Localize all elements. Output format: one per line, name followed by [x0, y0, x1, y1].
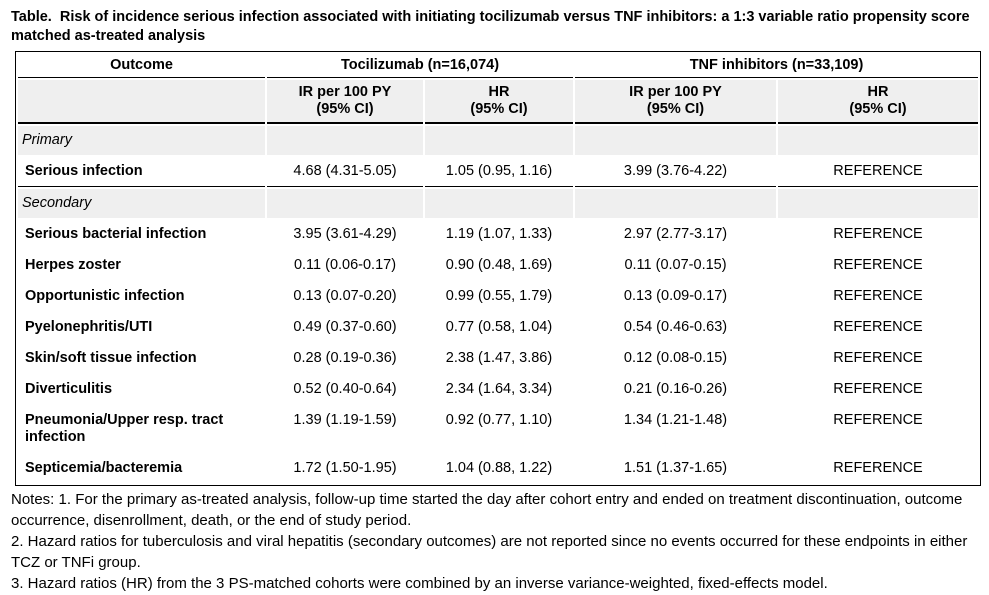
tnf-hr-value: REFERENCE — [833, 226, 923, 242]
tcz-ir-value: 3.95 (3.61-4.29) — [293, 226, 397, 242]
sub-header-empty — [18, 80, 265, 124]
section-row-primary: Primary — [18, 126, 979, 155]
column-header-outcome: Outcome — [18, 54, 265, 78]
tnf-ir-value: 2.97 (2.77-3.17) — [623, 226, 728, 242]
table-row-herpes-zoster: Herpes zoster 0.11 (0.06-0.17) 0.90 (0.4… — [18, 251, 978, 280]
tnf-ir-value: 3.99 (3.76-4.22) — [575, 157, 777, 187]
table-row-pneumonia-upper-resp-tract-infection: Pneumonia/Upper resp. tract infection 1.… — [18, 406, 978, 452]
outcome-label: Serious bacterial infection — [25, 226, 207, 242]
section-label: Secondary — [18, 189, 265, 218]
tnf-ir-value: 0.11 (0.07-0.15) — [624, 257, 727, 273]
section-filler — [778, 189, 979, 218]
outcome-label: Serious infection — [18, 157, 265, 187]
note-2: 2. Hazard ratios for tuberculosis and vi… — [11, 533, 968, 571]
outcome-label: Opportunistic infection — [25, 288, 185, 304]
outcome-label: Pyelonephritis/UTI — [25, 319, 153, 335]
tcz-ir-value: 0.13 (0.07-0.20) — [293, 288, 397, 304]
section-filler — [267, 189, 423, 218]
tnf-ir-value: 0.12 (0.08-0.15) — [623, 350, 728, 366]
note-3: 3. Hazard ratios (HR) from the 3 PS-matc… — [11, 575, 828, 592]
tnf-ir-value: 1.51 (1.37-1.65) — [623, 460, 728, 476]
tcz-ir-value: 0.28 (0.19-0.36) — [293, 350, 397, 366]
outcome-label: Pneumonia/Upper resp. tract infection — [25, 412, 224, 445]
table-row-serious-bacterial-infection: Serious bacterial infection 3.95 (3.61-4… — [18, 220, 978, 249]
outcome-label: Septicemia/bacteremia — [25, 460, 183, 476]
sub-header-line: HR — [488, 84, 510, 100]
tnf-hr-value: REFERENCE — [833, 412, 923, 428]
tnf-hr-value: REFERENCE — [833, 288, 923, 304]
tnf-ir-value: 0.54 (0.46-0.63) — [623, 319, 728, 335]
table-row-diverticulitis: Diverticulitis 0.52 (0.40-0.64) 2.34 (1.… — [18, 375, 978, 404]
sub-header-tnf-hr: HR (95% CI) — [778, 80, 979, 124]
section-filler — [425, 189, 574, 218]
tcz-hr-value: 0.77 (0.58, 1.04) — [445, 319, 553, 335]
outcome-label: Diverticulitis — [25, 381, 113, 397]
table-row-septicemia-bacteremia: Septicemia/bacteremia 1.72 (1.50-1.95) 1… — [18, 454, 978, 483]
notes-block: Notes: 1. For the primary as-treated ana… — [11, 489, 983, 594]
table-row-skin-soft-tissue-infection: Skin/soft tissue infection 0.28 (0.19-0.… — [18, 344, 978, 373]
tcz-ir-value: 0.49 (0.37-0.60) — [293, 319, 397, 335]
tcz-hr-value: 2.34 (1.64, 3.34) — [445, 381, 553, 397]
tnf-hr-value: REFERENCE — [833, 257, 923, 273]
sub-header-tcz-hr: HR (95% CI) — [425, 80, 574, 124]
sub-header-line: (95% CI) — [316, 101, 374, 117]
section-row-secondary: Secondary — [18, 189, 979, 218]
sub-header-line: (95% CI) — [470, 101, 528, 117]
sub-header-line: HR — [867, 84, 889, 100]
section-filler — [778, 126, 979, 155]
tcz-hr-value: 1.04 (0.88, 1.22) — [445, 460, 553, 476]
table-row-serious-infection: Serious infection 4.68 (4.31-5.05) 1.05 … — [18, 157, 979, 187]
tcz-hr-value: 0.90 (0.48, 1.69) — [445, 257, 553, 273]
note-1: Notes: 1. For the primary as-treated ana… — [11, 491, 963, 529]
tnf-hr-value: REFERENCE — [833, 350, 923, 366]
tnf-ir-value: 1.34 (1.21-1.48) — [623, 412, 728, 428]
tcz-ir-value: 4.68 (4.31-5.05) — [267, 157, 423, 187]
tcz-ir-value: 1.72 (1.50-1.95) — [293, 460, 397, 476]
tcz-ir-value: 0.52 (0.40-0.64) — [293, 381, 397, 397]
outcome-label: Skin/soft tissue infection — [25, 350, 197, 366]
tnf-hr-value: REFERENCE — [778, 157, 979, 187]
tnf-hr-value: REFERENCE — [833, 460, 923, 476]
tcz-hr-value: 0.92 (0.77, 1.10) — [445, 412, 553, 428]
section-filler — [425, 126, 574, 155]
sub-header-line: (95% CI) — [646, 101, 705, 117]
table-row-pyelonephritis-uti: Pyelonephritis/UTI 0.49 (0.37-0.60) 0.77… — [18, 313, 978, 342]
sub-header-line: IR per 100 PY — [629, 84, 722, 100]
tnf-hr-value: REFERENCE — [833, 319, 923, 335]
section-label: Primary — [18, 126, 265, 155]
table-row-opportunistic-infection: Opportunistic infection 0.13 (0.07-0.20)… — [18, 282, 978, 311]
tcz-ir-value: 1.39 (1.19-1.59) — [293, 412, 397, 428]
tnf-ir-value: 0.13 (0.09-0.17) — [623, 288, 728, 304]
column-header-tnf-inhibitors: TNF inhibitors (n=33,109) — [575, 54, 979, 78]
section-filler — [575, 189, 777, 218]
section-filler — [267, 126, 423, 155]
outcome-label: Herpes zoster — [25, 257, 121, 273]
tcz-hr-value: 1.05 (0.95, 1.16) — [425, 157, 574, 187]
tnf-hr-value: REFERENCE — [833, 381, 923, 397]
column-header-tocilizumab: Tocilizumab (n=16,074) — [267, 54, 574, 78]
sub-header-tnf-ir: IR per 100 PY (95% CI) — [575, 80, 777, 124]
sub-header-row: IR per 100 PY (95% CI) HR (95% CI) IR pe… — [18, 80, 979, 124]
section-filler — [575, 126, 777, 155]
sub-header-line: IR per 100 PY — [298, 84, 392, 100]
group-header-row: Outcome Tocilizumab (n=16,074) TNF inhib… — [18, 54, 979, 78]
tcz-hr-value: 1.19 (1.07, 1.33) — [445, 226, 553, 242]
tcz-hr-value: 0.99 (0.55, 1.79) — [445, 288, 553, 304]
tnf-ir-value: 0.21 (0.16-0.26) — [623, 381, 728, 397]
tcz-ir-value: 0.11 (0.06-0.17) — [293, 257, 397, 273]
results-table: Outcome Tocilizumab (n=16,074) TNF inhib… — [15, 51, 982, 486]
sub-header-tcz-ir: IR per 100 PY (95% CI) — [267, 80, 423, 124]
table-title: Table. Risk of incidence serious infecti… — [11, 9, 974, 44]
sub-header-line: (95% CI) — [849, 101, 907, 117]
tcz-hr-value: 2.38 (1.47, 3.86) — [445, 350, 553, 366]
